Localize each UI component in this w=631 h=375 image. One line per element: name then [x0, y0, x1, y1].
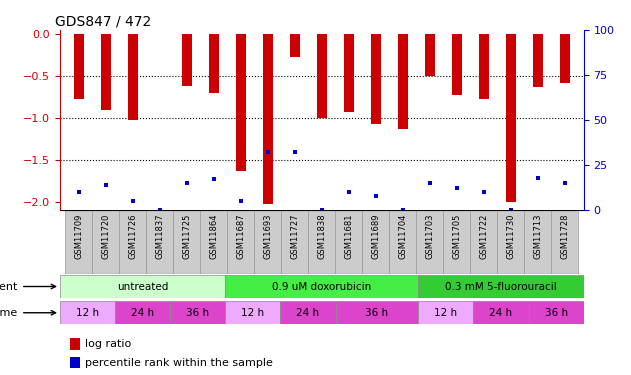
Text: GSM11713: GSM11713 [533, 213, 542, 259]
Bar [470, 210, 497, 274]
Text: GSM11703: GSM11703 [425, 213, 434, 259]
Bar [225, 301, 280, 324]
Bar [398, 34, 408, 129]
Text: GSM11837: GSM11837 [155, 213, 164, 259]
Bar [371, 34, 380, 124]
Text: 12 h: 12 h [241, 308, 264, 318]
Text: 12 h: 12 h [434, 308, 457, 318]
Text: GSM11689: GSM11689 [371, 213, 380, 259]
Text: GSM11720: GSM11720 [102, 213, 110, 259]
Text: 12 h: 12 h [76, 308, 99, 318]
Bar [225, 275, 418, 298]
Bar [444, 210, 470, 274]
Text: GSM11709: GSM11709 [74, 213, 83, 259]
Text: 0.3 mM 5-fluorouracil: 0.3 mM 5-fluorouracil [445, 282, 557, 291]
Bar [418, 301, 473, 324]
Bar [254, 210, 281, 274]
Text: GSM11693: GSM11693 [263, 213, 273, 259]
Bar [119, 210, 146, 274]
Text: log ratio: log ratio [85, 339, 131, 349]
Bar [290, 34, 300, 57]
Bar [66, 210, 92, 274]
Bar [418, 275, 584, 298]
Bar [281, 210, 309, 274]
Bar [506, 34, 516, 202]
Bar [174, 210, 200, 274]
Bar [309, 210, 335, 274]
Bar [263, 34, 273, 204]
Text: time: time [0, 308, 56, 318]
Bar [71, 338, 80, 350]
Bar [170, 301, 225, 324]
Text: GSM11727: GSM11727 [290, 213, 299, 259]
Bar [529, 301, 584, 324]
Bar [280, 301, 336, 324]
Text: 36 h: 36 h [186, 308, 209, 318]
Bar [227, 210, 254, 274]
Text: 36 h: 36 h [365, 308, 389, 318]
Bar [497, 210, 524, 274]
Text: GSM11722: GSM11722 [480, 213, 488, 259]
Bar [416, 210, 444, 274]
Text: GSM11838: GSM11838 [317, 213, 326, 259]
Bar [389, 210, 416, 274]
Bar [128, 34, 138, 120]
Text: 24 h: 24 h [490, 308, 512, 318]
Bar [236, 34, 245, 171]
Bar [479, 34, 488, 99]
Text: GSM11728: GSM11728 [560, 213, 569, 259]
Bar [317, 34, 326, 118]
Bar [344, 34, 353, 112]
Text: 0.9 uM doxorubicin: 0.9 uM doxorubicin [272, 282, 372, 291]
Text: agent: agent [0, 282, 56, 291]
Bar [182, 34, 192, 86]
Bar [560, 34, 570, 83]
Bar [200, 210, 227, 274]
Text: GDS847 / 472: GDS847 / 472 [55, 15, 151, 29]
Bar [92, 210, 119, 274]
Bar [473, 301, 529, 324]
Text: untreated: untreated [117, 282, 168, 291]
Text: 36 h: 36 h [545, 308, 568, 318]
Text: GSM11705: GSM11705 [452, 213, 461, 259]
Bar [335, 210, 362, 274]
Text: 24 h: 24 h [131, 308, 154, 318]
Text: GSM11681: GSM11681 [345, 213, 353, 259]
Text: GSM11687: GSM11687 [237, 213, 245, 259]
Text: GSM11725: GSM11725 [182, 213, 191, 259]
Bar [425, 34, 435, 76]
Bar [71, 357, 80, 368]
Bar [101, 34, 110, 110]
Text: GSM11864: GSM11864 [209, 213, 218, 259]
Text: percentile rank within the sample: percentile rank within the sample [85, 358, 273, 368]
Text: GSM11730: GSM11730 [506, 213, 516, 259]
Bar [362, 210, 389, 274]
Text: GSM11704: GSM11704 [398, 213, 407, 259]
Text: GSM11726: GSM11726 [128, 213, 138, 259]
Bar [74, 34, 83, 99]
Bar [60, 275, 225, 298]
Text: 24 h: 24 h [297, 308, 319, 318]
Bar [115, 301, 170, 324]
Bar [533, 34, 543, 87]
Bar [60, 301, 115, 324]
Bar [524, 210, 551, 274]
Bar [209, 34, 218, 93]
Bar [336, 301, 418, 324]
Bar [146, 210, 174, 274]
Bar [551, 210, 578, 274]
Bar [452, 34, 461, 95]
